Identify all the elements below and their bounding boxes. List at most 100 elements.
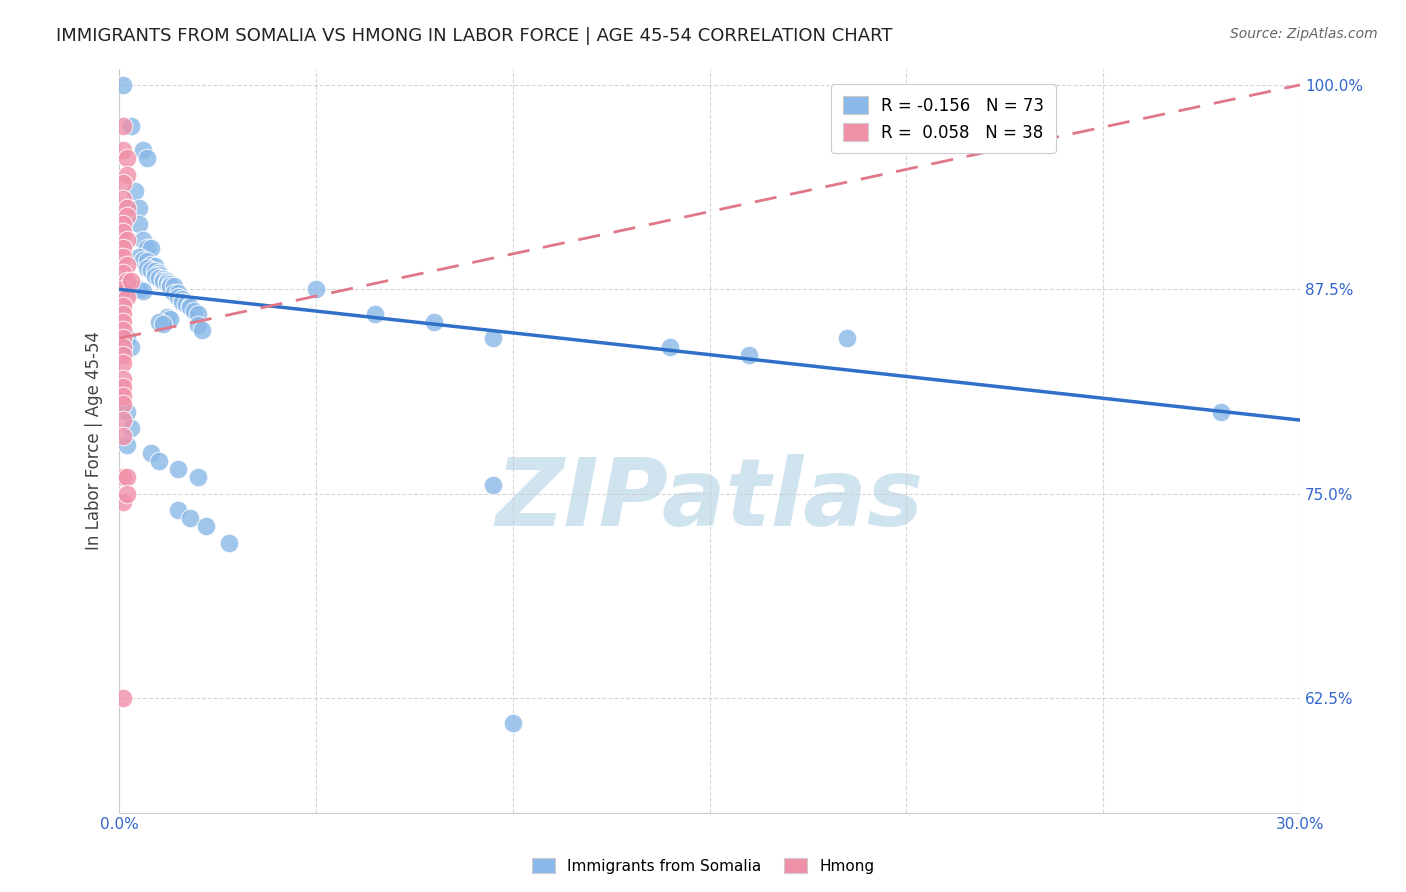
Point (112, 119, 135, 133)
Point (148, 270, 170, 285)
Legend: R = -0.156   N = 73, R =  0.058   N = 38: R = -0.156 N = 73, R = 0.058 N = 38 (831, 84, 1056, 153)
Point (167, 503, 190, 517)
Point (112, 143, 135, 157)
Point (112, 372, 135, 386)
Point (112, 397, 135, 411)
Point (115, 274, 138, 288)
Point (187, 307, 209, 321)
Point (128, 250, 150, 264)
Point (172, 292, 194, 306)
Point (124, 282, 146, 296)
Point (179, 299, 201, 313)
Point (124, 184, 146, 198)
Point (167, 462, 190, 476)
Point (132, 143, 155, 157)
Point (143, 260, 166, 274)
Point (191, 323, 214, 337)
Point (115, 290, 138, 304)
Point (143, 264, 166, 278)
Point (167, 285, 190, 300)
Point (115, 152, 138, 166)
Point (112, 339, 135, 353)
Point (135, 260, 157, 275)
Point (167, 290, 190, 304)
Point (482, 478, 505, 492)
Point (148, 315, 170, 329)
Point (112, 356, 135, 370)
Point (112, 225, 135, 239)
Point (135, 241, 157, 255)
Point (112, 348, 135, 362)
Point (183, 303, 205, 318)
Point (112, 250, 135, 264)
Point (115, 209, 138, 223)
Point (128, 217, 150, 231)
Point (128, 201, 150, 215)
Legend: Immigrants from Somalia, Hmong: Immigrants from Somalia, Hmong (526, 852, 880, 880)
Point (139, 241, 162, 255)
Point (482, 331, 505, 345)
Point (115, 486, 138, 500)
Point (738, 348, 761, 362)
Point (112, 331, 135, 345)
Point (112, 470, 135, 484)
Point (115, 258, 138, 272)
Point (112, 388, 135, 402)
Point (115, 331, 138, 345)
Point (115, 201, 138, 215)
Y-axis label: In Labor Force | Age 45-54: In Labor Force | Age 45-54 (86, 331, 103, 550)
Point (112, 307, 135, 321)
Point (132, 284, 155, 298)
Point (159, 279, 181, 293)
Point (139, 446, 162, 460)
Point (155, 310, 177, 324)
Text: IMMIGRANTS FROM SOMALIA VS HMONG IN LABOR FORCE | AGE 45-54 CORRELATION CHART: IMMIGRANTS FROM SOMALIA VS HMONG IN LABO… (56, 27, 893, 45)
Point (159, 311, 181, 326)
Point (155, 276, 177, 290)
Text: ZIPatlas: ZIPatlas (495, 454, 924, 546)
Point (112, 315, 135, 329)
Point (120, 421, 142, 435)
Point (120, 274, 142, 288)
Point (112, 192, 135, 206)
Point (155, 274, 177, 288)
Point (305, 282, 328, 296)
Point (135, 254, 157, 268)
Point (139, 258, 162, 272)
Point (112, 241, 135, 255)
Point (174, 297, 197, 311)
Point (112, 78, 135, 92)
Point (148, 268, 170, 282)
Point (163, 279, 186, 293)
Point (135, 152, 157, 166)
Point (837, 331, 859, 345)
Point (148, 266, 170, 280)
Point (112, 282, 135, 296)
Point (148, 454, 170, 468)
Point (423, 315, 446, 329)
Point (163, 285, 186, 300)
Point (112, 691, 135, 706)
Point (128, 282, 150, 296)
Point (194, 519, 217, 533)
Point (187, 470, 209, 484)
Point (120, 280, 142, 294)
Point (115, 168, 138, 182)
Point (115, 405, 138, 419)
Point (143, 269, 166, 284)
Point (364, 307, 387, 321)
Point (112, 176, 135, 190)
Point (132, 233, 155, 247)
Point (187, 318, 209, 333)
Point (115, 437, 138, 451)
Point (120, 119, 142, 133)
Point (159, 277, 181, 292)
Point (115, 233, 138, 247)
Point (1211, 405, 1233, 419)
Point (132, 252, 155, 267)
Point (112, 217, 135, 231)
Point (172, 295, 194, 310)
Text: Source: ZipAtlas.com: Source: ZipAtlas.com (1230, 27, 1378, 41)
Point (112, 299, 135, 313)
Point (152, 274, 174, 288)
